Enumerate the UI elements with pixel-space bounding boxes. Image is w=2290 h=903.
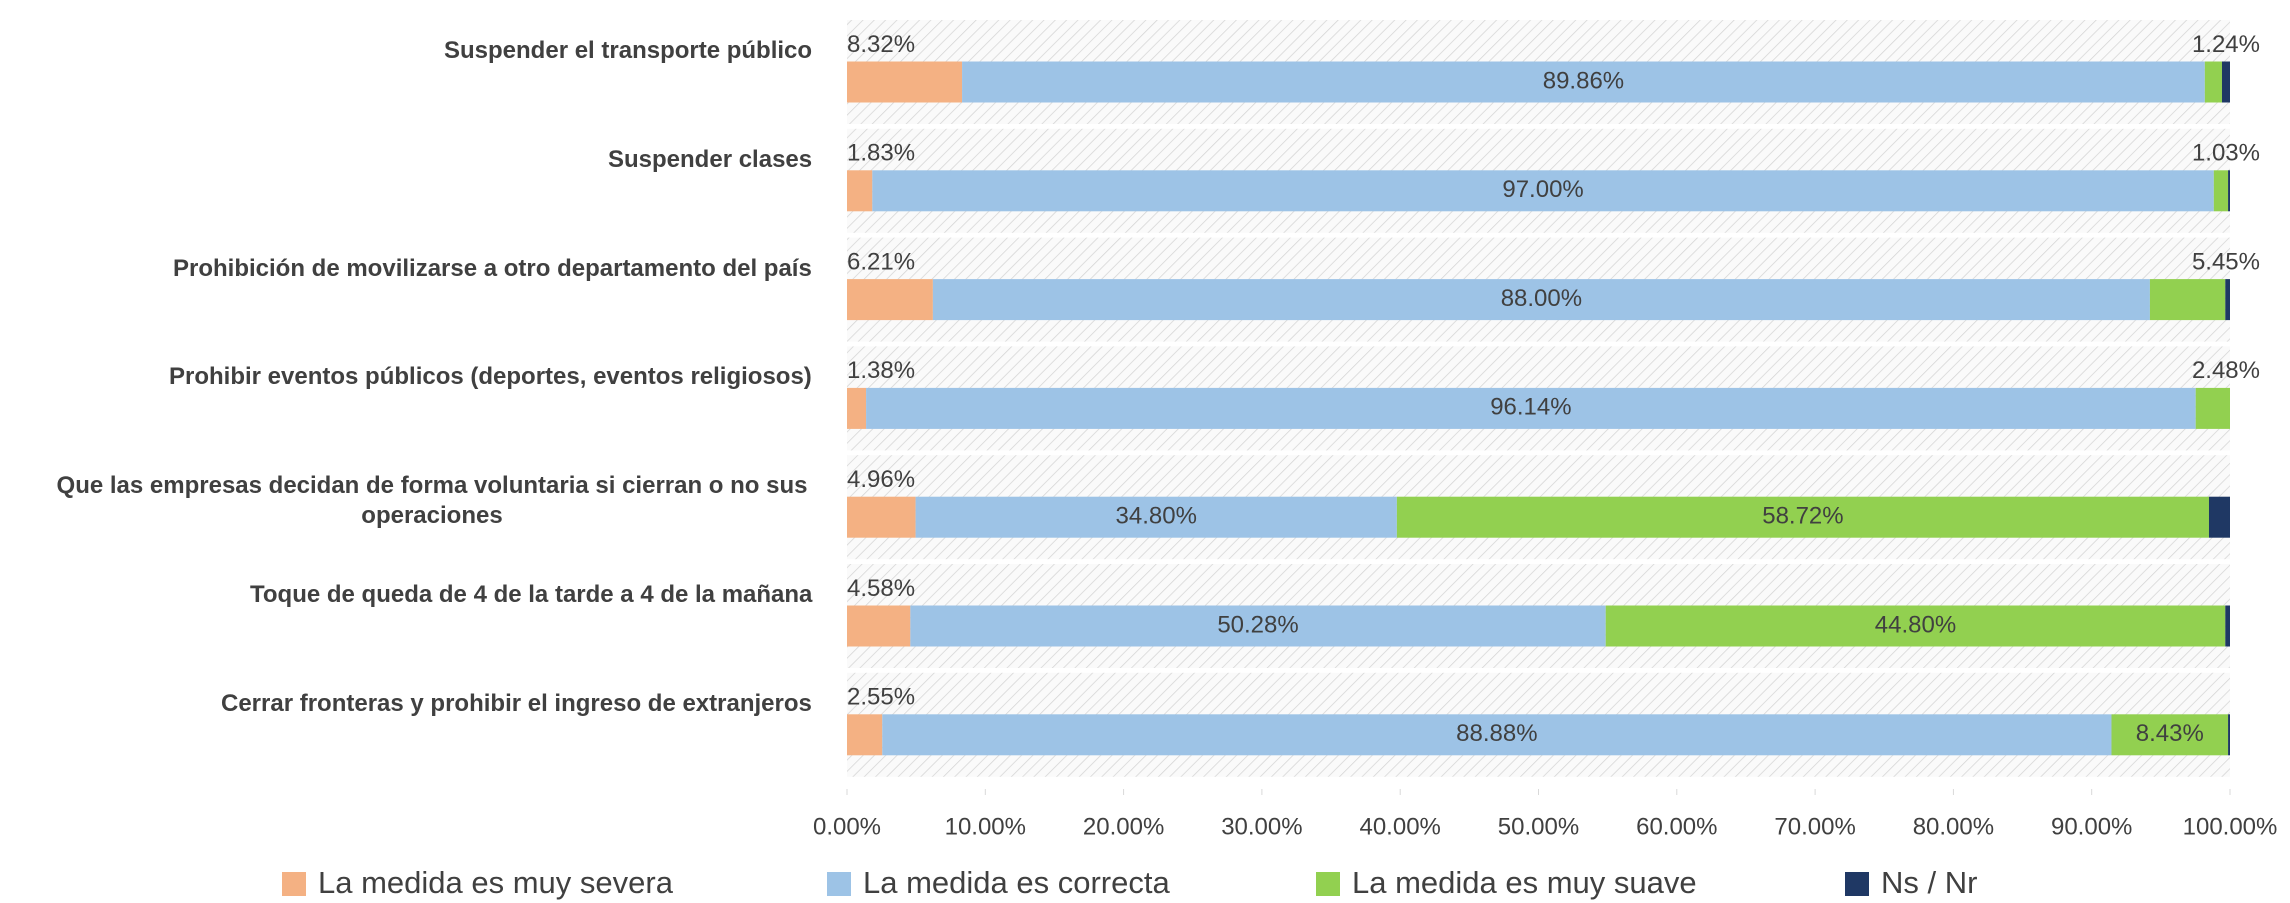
bar-segment: [2111, 714, 2229, 756]
x-tick-label: 20.00%: [1083, 813, 1164, 840]
value-label: 1.83%: [847, 140, 915, 167]
x-tick-label: 10.00%: [945, 813, 1026, 840]
bar-segment: [847, 496, 916, 538]
value-label: 1.38%: [847, 357, 915, 384]
x-tick-label: 100.00%: [2183, 813, 2278, 840]
legend-swatch: [1845, 872, 1869, 896]
bar-segment: [847, 605, 911, 647]
legend-label: Ns / Nr: [1881, 865, 1977, 900]
bar-segment: [847, 61, 963, 103]
value-label: 50.28%: [1217, 611, 1298, 638]
bar-segment: [1396, 496, 2209, 538]
x-tick-label: 0.00%: [813, 813, 881, 840]
bar-segment: [2225, 279, 2230, 321]
bar-segment: [962, 61, 2205, 103]
legend-label: La medida es correcta: [863, 865, 1170, 900]
x-tick-label: 30.00%: [1221, 813, 1302, 840]
bar-segment: [847, 279, 933, 321]
bar-segment: [2213, 170, 2229, 212]
bar-segment: [915, 496, 1397, 538]
category-label: Suspender el transporte público: [444, 37, 813, 64]
x-tick-label: 70.00%: [1774, 813, 1855, 840]
category-label: Suspender clases: [608, 145, 813, 173]
x-tick-label: 60.00%: [1636, 813, 1717, 840]
bar-segment: [910, 605, 1606, 647]
value-label: 88.00%: [1501, 285, 1582, 312]
category-label: Prohibición de movilizarse a otro depart…: [173, 254, 812, 282]
value-label: 5.45%: [2192, 248, 2260, 275]
value-label: 4.96%: [847, 466, 915, 493]
bar-segment: [2228, 170, 2230, 212]
value-label: 96.14%: [1490, 394, 1571, 421]
bar-segment: [1605, 605, 2226, 647]
x-tick-label: 40.00%: [1359, 813, 1440, 840]
value-label: 4.58%: [847, 575, 915, 602]
legend-swatch: [282, 872, 306, 896]
category-label: Que las empresas decidan de forma volunt…: [56, 472, 808, 530]
value-label: 1.03%: [2192, 140, 2260, 167]
category-label: Toque de queda de 4 de la tarde a 4 de l…: [250, 581, 813, 608]
bar-segment: [2228, 714, 2230, 756]
x-tick-label: 90.00%: [2051, 813, 2132, 840]
bar-segment: [882, 714, 2112, 756]
value-label: 97.00%: [1502, 176, 1583, 203]
value-label: 8.43%: [2136, 720, 2204, 747]
legend-label: La medida es muy suave: [1352, 865, 1697, 900]
bar-segment: [847, 170, 873, 212]
bar-segment: [932, 279, 2150, 321]
bar-segment: [2225, 605, 2230, 647]
category-label: Prohibir eventos públicos (deportes, eve…: [169, 363, 812, 391]
category-label: Cerrar fronteras y prohibir el ingreso d…: [221, 689, 812, 717]
value-label: 58.72%: [1762, 503, 1843, 530]
legend-swatch: [827, 872, 851, 896]
bar-segment: [2204, 61, 2222, 103]
x-tick-label: 80.00%: [1913, 813, 1994, 840]
bar-segment: [847, 387, 867, 429]
x-tick-label: 50.00%: [1498, 813, 1579, 840]
legend-swatch: [1316, 872, 1340, 896]
bar-segment: [2195, 387, 2230, 429]
value-label: 1.24%: [2192, 31, 2260, 58]
value-label: 8.32%: [847, 31, 915, 58]
bar-segment: [2208, 496, 2230, 538]
bar-segment: [866, 387, 2196, 429]
bar-segment: [2221, 61, 2230, 103]
value-label: 2.55%: [847, 684, 915, 711]
value-label: 6.21%: [847, 248, 915, 275]
bar-segment: [2149, 279, 2226, 321]
value-label: 88.88%: [1456, 720, 1537, 747]
value-label: 44.80%: [1875, 611, 1956, 638]
legend-label: La medida es muy severa: [318, 865, 674, 900]
value-label: 2.48%: [2192, 357, 2260, 384]
value-label: 89.86%: [1543, 67, 1624, 94]
bar-segment: [847, 714, 883, 756]
value-label: 34.80%: [1116, 503, 1197, 530]
bar-segment: [872, 170, 2214, 212]
